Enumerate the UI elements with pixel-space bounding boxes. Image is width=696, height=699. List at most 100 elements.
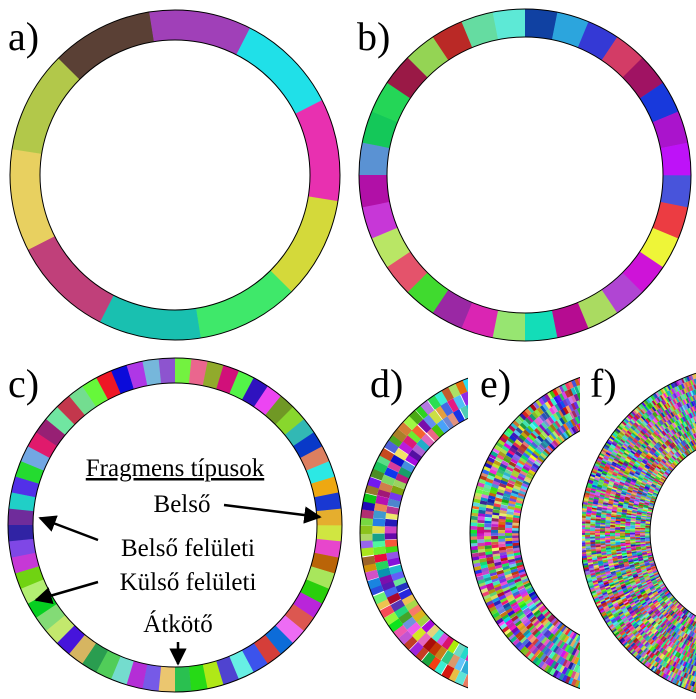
fragment (635, 533, 640, 535)
fragment (600, 651, 605, 659)
fragment (596, 665, 601, 673)
fragment (608, 653, 612, 660)
fragment (626, 389, 630, 396)
fragment (534, 685, 543, 698)
fragment (600, 541, 605, 543)
fragment (474, 665, 485, 679)
fragment (600, 533, 605, 535)
fragment (621, 683, 625, 690)
fragment (602, 666, 607, 674)
fragment (590, 685, 595, 693)
fragment (618, 662, 622, 669)
fragment (594, 672, 599, 680)
fragment (612, 647, 616, 654)
fragment (587, 655, 592, 663)
fragment (591, 671, 596, 679)
fragment (604, 645, 608, 652)
fragment (526, 380, 534, 393)
fragment (582, 638, 587, 646)
fragment (582, 406, 587, 414)
fragment (622, 375, 626, 382)
fragment (467, 663, 478, 677)
fragment (580, 544, 585, 547)
fragment (316, 525, 342, 542)
fragment (582, 645, 587, 653)
rings (8, 9, 696, 699)
fragment (626, 663, 629, 670)
fragment (610, 531, 615, 533)
fragment (518, 673, 526, 685)
fragment (615, 530, 620, 532)
fragment (587, 411, 592, 419)
fragment (630, 533, 635, 535)
fragment (612, 661, 616, 668)
fragment (599, 644, 604, 651)
fragment (620, 533, 625, 535)
fragment (585, 669, 590, 677)
fragment (583, 420, 588, 428)
fragment (491, 533, 498, 536)
ring-outline (40, 40, 310, 310)
fragment (484, 533, 491, 536)
fragment (616, 676, 620, 683)
fragment (520, 380, 528, 392)
fragment (580, 531, 585, 533)
fragment (607, 660, 611, 667)
fragment (505, 525, 512, 528)
fragment (611, 689, 616, 696)
ring (359, 9, 691, 341)
fragment (527, 673, 535, 686)
fragment (616, 383, 620, 390)
fragment (640, 533, 645, 534)
fragment (618, 655, 622, 662)
fragment (603, 406, 607, 413)
fragment (580, 384, 586, 392)
fragment (580, 637, 586, 644)
fragment (586, 677, 591, 685)
fragment (609, 682, 614, 689)
fragment (517, 685, 525, 698)
fragment (614, 647, 618, 654)
fragment (584, 405, 589, 413)
fragment (590, 410, 595, 418)
fragment (585, 412, 590, 420)
fragment (485, 517, 492, 521)
fragment (610, 525, 615, 527)
fragment (632, 382, 635, 389)
fragment (594, 650, 599, 658)
fragment (512, 538, 519, 541)
fragment (623, 663, 627, 670)
fragment (617, 648, 621, 655)
ring-outline (387, 37, 663, 313)
fragment (585, 538, 590, 540)
fragment (602, 652, 606, 659)
fragment (627, 403, 630, 410)
fragment (599, 666, 604, 674)
fragment (621, 368, 625, 375)
fragment (600, 407, 605, 415)
fragment (594, 686, 599, 694)
fragment (619, 404, 623, 411)
fragment (585, 661, 590, 669)
fragment (623, 389, 627, 396)
fragment (625, 691, 629, 698)
fragment (512, 393, 520, 406)
fragment (611, 668, 615, 675)
fragment (482, 668, 492, 682)
fragment (599, 680, 604, 688)
fragment (533, 673, 542, 686)
fragment (620, 534, 625, 536)
fragment (606, 674, 611, 681)
fragment (518, 368, 526, 380)
fragment (535, 368, 544, 381)
fragment (606, 646, 610, 653)
fragment (590, 527, 595, 529)
fragment (622, 410, 625, 417)
fragment (609, 661, 613, 668)
fragment (518, 661, 525, 673)
fragment (498, 530, 505, 533)
fragment (609, 646, 613, 653)
fragment (580, 521, 585, 524)
fragment (491, 536, 498, 539)
fragment (619, 676, 623, 683)
